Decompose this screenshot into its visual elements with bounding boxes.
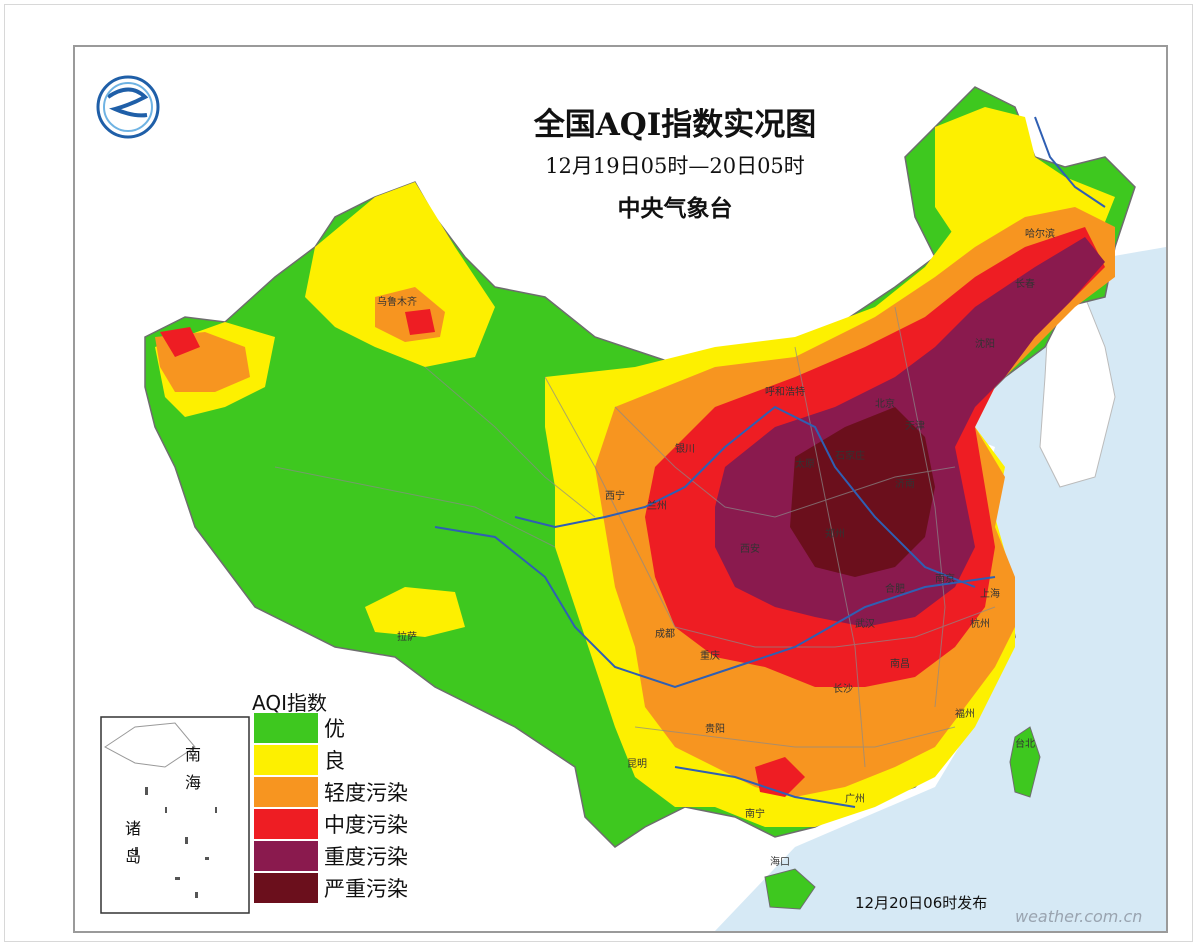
city-zhengzhou: 郑州	[825, 527, 845, 540]
inset-sea-label-2: 海	[185, 773, 202, 792]
inset-islands-label-2: 岛	[125, 847, 142, 866]
aqi-map-panel: 乌鲁木齐 拉萨 西宁 兰州 银川 呼和浩特 北京 天津 石家庄 太原 济南 郑州…	[73, 45, 1168, 933]
legend-item-excellent: 优	[254, 712, 345, 744]
hainan-island	[764, 868, 816, 910]
legend-label: 轻度污染	[324, 781, 408, 805]
legend-swatch	[254, 713, 318, 743]
korea-land	[1039, 286, 1116, 488]
city-taipei: 台北	[1015, 737, 1035, 750]
legend-label: 中度污染	[324, 813, 408, 837]
legend-swatch	[254, 809, 318, 839]
city-changsha: 长沙	[833, 683, 853, 695]
legend-title: AQI指数	[252, 691, 327, 715]
legend-swatch	[254, 873, 318, 903]
legend-item-light: 轻度污染	[254, 776, 408, 808]
legend-label: 重度污染	[324, 845, 408, 869]
aqi-zone-moderate-small1	[160, 327, 200, 357]
city-urumqi: 乌鲁木齐	[377, 295, 417, 308]
city-jinan: 济南	[895, 477, 915, 490]
city-nanjing: 南京	[935, 572, 955, 585]
legend-item-moderate: 中度污染	[254, 808, 408, 840]
city-changchun: 长春	[1015, 278, 1035, 290]
china-aqi-map: 乌鲁木齐 拉萨 西宁 兰州 银川 呼和浩特 北京 天津 石家庄 太原 济南 郑州…	[96, 75, 1166, 931]
legend-swatch	[254, 745, 318, 775]
city-kunming: 昆明	[627, 758, 647, 770]
legend-item-heavy: 重度污染	[254, 840, 408, 872]
south-china-sea-inset	[100, 716, 250, 914]
city-hohhot: 呼和浩特	[765, 386, 805, 398]
aqi-zone-good-north	[305, 182, 495, 367]
legend-item-severe: 严重污染	[254, 872, 408, 904]
legend-label: 良	[324, 749, 345, 773]
city-xian: 西安	[740, 542, 760, 555]
city-guiyang: 贵阳	[705, 722, 725, 735]
legend-label: 优	[324, 717, 345, 741]
city-lhasa: 拉萨	[397, 630, 417, 643]
city-xining: 西宁	[605, 489, 625, 502]
map-title: 全国AQI指数实况图	[533, 107, 817, 143]
province-borders	[274, 306, 996, 768]
image-frame: 乌鲁木齐 拉萨 西宁 兰州 银川 呼和浩特 北京 天津 石家庄 太原 济南 郑州…	[4, 4, 1193, 942]
city-harbin: 哈尔滨	[1025, 227, 1055, 240]
city-nanning: 南宁	[745, 807, 765, 820]
inset-sea-label-1: 南	[185, 745, 202, 764]
watermark: weather.com.cn	[1015, 907, 1143, 926]
aqi-zone-good-tibet	[365, 587, 465, 637]
legend-item-good: 良	[254, 744, 345, 776]
city-tianjin: 天津	[905, 420, 925, 432]
map-agency: 中央气象台	[617, 196, 733, 222]
taiwan-island	[1009, 726, 1041, 798]
legend-label: 严重污染	[324, 877, 408, 901]
inset-islands-label-1: 诸	[125, 819, 142, 838]
city-labels: 乌鲁木齐 拉萨 西宁 兰州 银川 呼和浩特 北京 天津 石家庄 太原 济南 郑州…	[377, 227, 1055, 868]
city-yinchuan: 银川	[675, 442, 695, 455]
city-lanzhou: 兰州	[647, 499, 667, 512]
city-fuzhou: 福州	[955, 707, 975, 720]
city-chengdu: 成都	[655, 628, 675, 640]
city-guangzhou: 广州	[845, 793, 865, 805]
city-nanchang: 南昌	[890, 657, 910, 670]
city-hangzhou: 杭州	[970, 617, 990, 630]
aqi-zone-moderate-small2	[405, 309, 435, 335]
map-period: 12月19日05时—20日05时	[545, 154, 805, 178]
rivers	[434, 116, 1106, 808]
city-hefei: 合肥	[885, 582, 905, 595]
city-beijing: 北京	[875, 397, 895, 410]
legend-swatch	[254, 841, 318, 871]
city-shanghai: 上海	[980, 587, 1000, 600]
release-time: 12月20日06时发布	[855, 894, 988, 912]
city-chongqing: 重庆	[700, 649, 720, 662]
legend-swatch	[254, 777, 318, 807]
city-shijiazhuang: 石家庄	[835, 449, 865, 462]
city-taiyuan: 太原	[795, 457, 815, 470]
city-shenyang: 沈阳	[975, 337, 995, 350]
city-wuhan: 武汉	[855, 617, 875, 630]
city-haikou: 海口	[770, 855, 790, 868]
cma-logo-icon	[96, 75, 160, 139]
